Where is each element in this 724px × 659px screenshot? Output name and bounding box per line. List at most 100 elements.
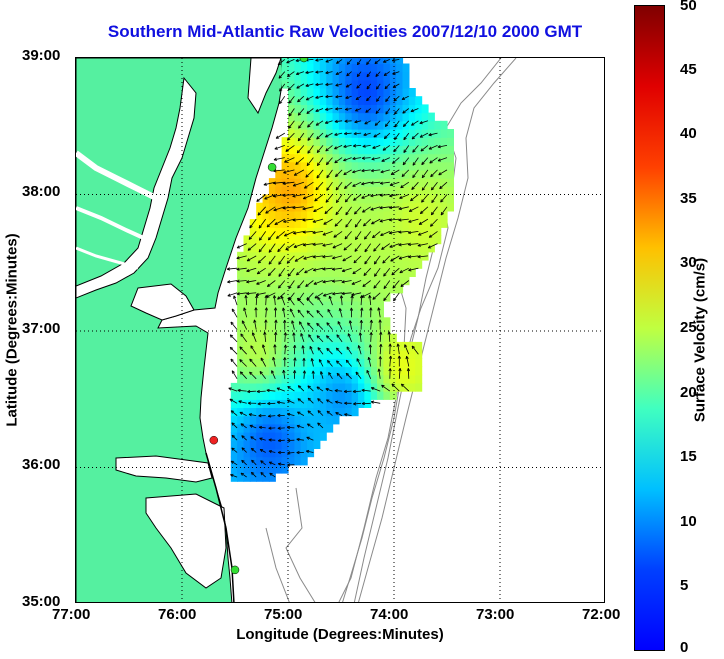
velocity-cell: [281, 194, 289, 204]
velocity-vector: [229, 346, 238, 355]
velocity-cell: [313, 399, 321, 408]
velocity-vector: [406, 356, 410, 367]
station-marker[interactable]: [209, 435, 219, 445]
velocity-vector: [288, 292, 295, 301]
velocity-cell: [358, 202, 365, 212]
velocity-cell: [262, 333, 270, 343]
velocity-cell: [230, 382, 238, 392]
velocity-vector-head: [352, 270, 356, 275]
velocity-cell: [351, 178, 359, 187]
velocity-cell: [358, 333, 365, 343]
velocity-cell: [408, 202, 416, 212]
velocity-cell: [408, 137, 416, 146]
velocity-vector-head: [388, 231, 393, 235]
velocity-vector: [229, 398, 238, 404]
velocity-cell: [243, 440, 251, 449]
velocity-cell: [415, 243, 423, 253]
velocity-cell: [434, 129, 442, 138]
velocity-cell: [256, 243, 264, 253]
velocity-cell: [389, 71, 397, 81]
velocity-vector: [231, 447, 238, 453]
velocity-vector-head: [366, 73, 370, 78]
velocity-vector-head: [341, 280, 345, 284]
x-tick-77: 77:00: [52, 606, 91, 623]
velocity-cell: [243, 432, 251, 441]
velocity-vector-head: [334, 119, 338, 123]
velocity-cell: [389, 104, 397, 114]
velocity-vector-head: [271, 370, 275, 374]
velocity-cell: [345, 284, 353, 294]
velocity-cell: [415, 96, 423, 105]
velocity-vector: [325, 95, 333, 98]
velocity-cell: [338, 227, 346, 237]
velocity-vector: [409, 206, 419, 212]
velocity-vector-head: [392, 160, 396, 164]
map-plot-area[interactable]: [75, 57, 605, 603]
velocity-cell: [434, 186, 442, 196]
velocity-vector: [431, 194, 438, 203]
station-marker[interactable]: [299, 58, 309, 63]
velocity-cell: [338, 243, 346, 253]
velocity-cell: [307, 112, 315, 122]
velocity-vector: [384, 83, 391, 89]
velocity-cell: [262, 382, 270, 392]
velocity-vector-head: [283, 319, 287, 323]
velocity-vector-head: [258, 414, 262, 418]
velocity-vector: [230, 410, 238, 416]
velocity-vector-head: [309, 346, 313, 350]
velocity-vector: [305, 71, 314, 74]
velocity-vector: [266, 389, 276, 392]
velocity-cell: [389, 79, 397, 89]
velocity-vector: [379, 218, 390, 222]
velocity-vector: [239, 346, 247, 355]
velocity-cell: [275, 210, 283, 220]
velocity-cell: [230, 456, 238, 466]
velocity-vector: [325, 108, 333, 111]
velocity-cell: [294, 112, 302, 122]
velocity-cell: [358, 227, 365, 237]
velocity-cell: [307, 317, 315, 327]
velocity-cell: [370, 186, 378, 196]
velocity-vector: [398, 368, 401, 379]
velocity-cell: [434, 161, 442, 171]
velocity-vector-head: [249, 224, 253, 229]
velocity-cell: [319, 178, 327, 187]
velocity-vector: [315, 120, 324, 126]
velocity-cell: [288, 251, 295, 261]
velocity-cell: [256, 333, 264, 343]
velocity-vector: [297, 280, 305, 289]
velocity-vector-head: [259, 449, 264, 453]
velocity-cell: [300, 260, 308, 269]
velocity-vector-head: [307, 137, 311, 141]
velocity-vector: [335, 108, 343, 110]
velocity-vector: [281, 295, 286, 306]
velocity-cell: [351, 145, 359, 155]
velocity-vector: [322, 280, 333, 283]
station-marker[interactable]: [230, 565, 240, 575]
velocity-cell: [377, 153, 384, 163]
velocity-vector: [315, 108, 324, 112]
station-marker[interactable]: [267, 162, 277, 172]
velocity-vector: [326, 181, 333, 191]
velocity-cell: [447, 137, 454, 146]
velocity-vector: [361, 389, 371, 392]
velocity-cell: [421, 194, 429, 204]
velocity-vector: [260, 357, 267, 367]
velocity-cell: [396, 178, 404, 187]
velocity-cell: [415, 341, 423, 351]
velocity-cell: [294, 309, 302, 318]
velocity-cell: [307, 58, 315, 65]
velocity-cell: [345, 227, 353, 237]
velocity-vector-head: [372, 145, 376, 149]
velocity-cell: [319, 169, 327, 179]
velocity-cell: [370, 194, 378, 204]
velocity-cell: [275, 227, 283, 237]
velocity-vector-head: [410, 197, 414, 202]
velocity-cell: [313, 71, 321, 81]
colorbar-tick: 40: [680, 125, 697, 143]
velocity-cell: [326, 268, 334, 277]
velocity-vector: [325, 71, 333, 74]
velocity-vector: [346, 346, 352, 355]
velocity-cell: [300, 284, 308, 294]
velocity-cell: [415, 169, 423, 179]
